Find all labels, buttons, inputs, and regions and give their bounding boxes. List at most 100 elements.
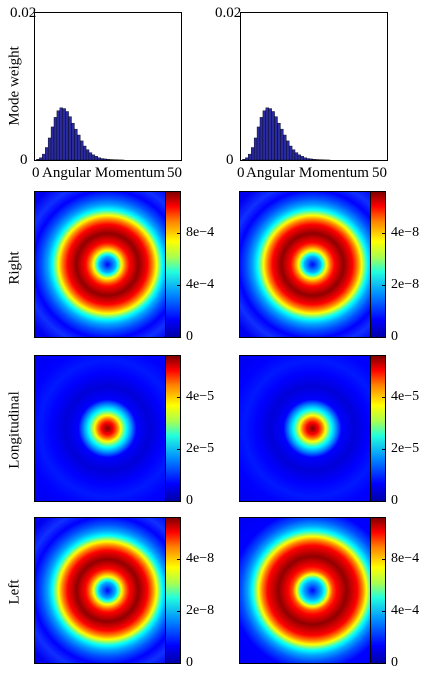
histogram-bar: [277, 123, 281, 160]
histogram-bar: [45, 147, 49, 160]
row-label-longitudinal: Longitudinal: [6, 391, 23, 469]
histogram-bar: [309, 158, 313, 160]
colorbar: [370, 355, 386, 502]
histogram-bar: [288, 145, 293, 160]
colorbar: [165, 355, 181, 502]
xlabel-left: Angular Momentum: [42, 165, 165, 181]
heatmap-left-right: [239, 517, 386, 664]
colorbar-tick-mark: [382, 284, 386, 286]
histogram-bar: [253, 137, 258, 160]
xlabel-right: Angular Momentum: [246, 165, 369, 181]
heatmap-right-left: [34, 191, 181, 338]
colorbar-tick-label: 4e−8: [391, 224, 420, 240]
histogram-bar: [262, 110, 267, 160]
histogram-bar: [280, 128, 284, 160]
histogram-bar: [50, 126, 55, 160]
xtick-zero-left: 0: [32, 165, 40, 181]
colorbar-tick-mark: [382, 610, 386, 612]
colorbar: [370, 191, 386, 338]
colorbar-tick-label: 4e−4: [391, 602, 420, 618]
histogram-bar: [251, 147, 255, 160]
histogram-right-plot: [242, 107, 331, 160]
histogram-bar: [74, 128, 78, 160]
colorbar-tick-mark: [177, 663, 181, 664]
colorbar-tick-mark: [382, 501, 386, 502]
histogram-bar: [53, 117, 58, 160]
heatmap-left-left: [34, 517, 181, 664]
histogram-bar: [103, 158, 107, 160]
histogram-bar: [312, 159, 316, 160]
row-label-left: Left: [6, 579, 23, 605]
histogram-bar: [71, 123, 75, 160]
colorbar-tick-mark: [382, 558, 386, 560]
colorbar-tick-mark: [177, 396, 181, 398]
histogram-bar: [100, 158, 104, 160]
colorbar-tick-label: 2e−5: [186, 440, 215, 456]
histogram-bar: [265, 107, 269, 160]
colorbar: [165, 191, 181, 338]
histogram-bar: [294, 152, 299, 160]
colorbar-tick-label: 4e−5: [186, 388, 215, 404]
histogram-bar: [62, 108, 66, 160]
heatmap-right-right: [239, 191, 386, 338]
ylabel-mode-weight: Mode weight: [6, 46, 23, 126]
histogram-bar: [242, 159, 246, 160]
histogram-bar: [268, 108, 272, 160]
histogram-bar: [106, 159, 110, 160]
histogram-bar: [47, 137, 52, 160]
colorbar-tick-label: 8e−4: [186, 224, 215, 240]
histogram-bar: [39, 157, 43, 160]
histogram-bar: [85, 149, 90, 160]
colorbar-tick-label: 4e−4: [186, 276, 215, 292]
colorbar-tick-label: 2e−8: [391, 276, 420, 292]
histogram-bar: [42, 153, 46, 160]
ytick-top-left: 0.02: [10, 5, 37, 21]
colorbar-tick-label: 0: [186, 329, 193, 344]
colorbar-tick-mark: [382, 663, 386, 664]
colorbar-tick-mark: [177, 558, 181, 560]
colorbar-tick-label: 0: [391, 493, 398, 508]
histogram-bar: [56, 110, 61, 160]
colorbar-tick-label: 4e−5: [391, 388, 420, 404]
colorbar-tick-mark: [382, 396, 386, 398]
colorbar-tick-label: 0: [391, 329, 398, 344]
histogram-bar: [271, 111, 275, 160]
colorbar-tick-mark: [177, 232, 181, 234]
colorbar-tick-label: 8e−4: [391, 550, 420, 566]
colorbar-tick-label: 0: [391, 655, 398, 670]
colorbar-tick-mark: [177, 610, 181, 612]
histogram-bar: [77, 134, 81, 160]
xtick-fifty-right: 50: [372, 165, 387, 181]
histogram-bar: [297, 154, 302, 160]
histogram-bar: [286, 140, 290, 160]
colorbar-tick-mark: [177, 501, 181, 502]
colorbar-tick-label: 4e−8: [186, 550, 215, 566]
colorbar-tick-mark: [382, 232, 386, 234]
colorbar-tick-mark: [177, 284, 181, 286]
histogram-bar: [306, 158, 310, 160]
histogram-left-plot: [36, 107, 125, 160]
colorbar: [165, 517, 181, 664]
histogram-bar: [80, 140, 84, 160]
histogram-bar: [283, 134, 287, 160]
colorbar-tick-mark: [382, 448, 386, 450]
histogram-bar: [88, 152, 93, 160]
histogram-bar: [94, 156, 98, 160]
histogram-bar: [300, 156, 304, 160]
histogram-bar: [97, 157, 101, 160]
colorbar-tick-label: 2e−5: [391, 440, 420, 456]
colorbar-tick-mark: [177, 448, 181, 450]
histogram-bar: [65, 111, 69, 160]
xtick-fifty-left: 50: [167, 165, 182, 181]
histogram-bar: [59, 107, 63, 160]
ytick-top-right: 0.02: [215, 5, 242, 21]
colorbar-tick-label: 2e−8: [186, 602, 215, 618]
histogram-bar: [259, 117, 264, 160]
histogram-right: [240, 12, 388, 161]
colorbar-tick-mark: [382, 337, 386, 338]
histogram-bar: [248, 153, 252, 160]
histogram-bar: [303, 157, 307, 160]
histogram-bar: [91, 154, 96, 160]
histogram-left: [34, 12, 182, 161]
histogram-bar: [274, 116, 278, 160]
